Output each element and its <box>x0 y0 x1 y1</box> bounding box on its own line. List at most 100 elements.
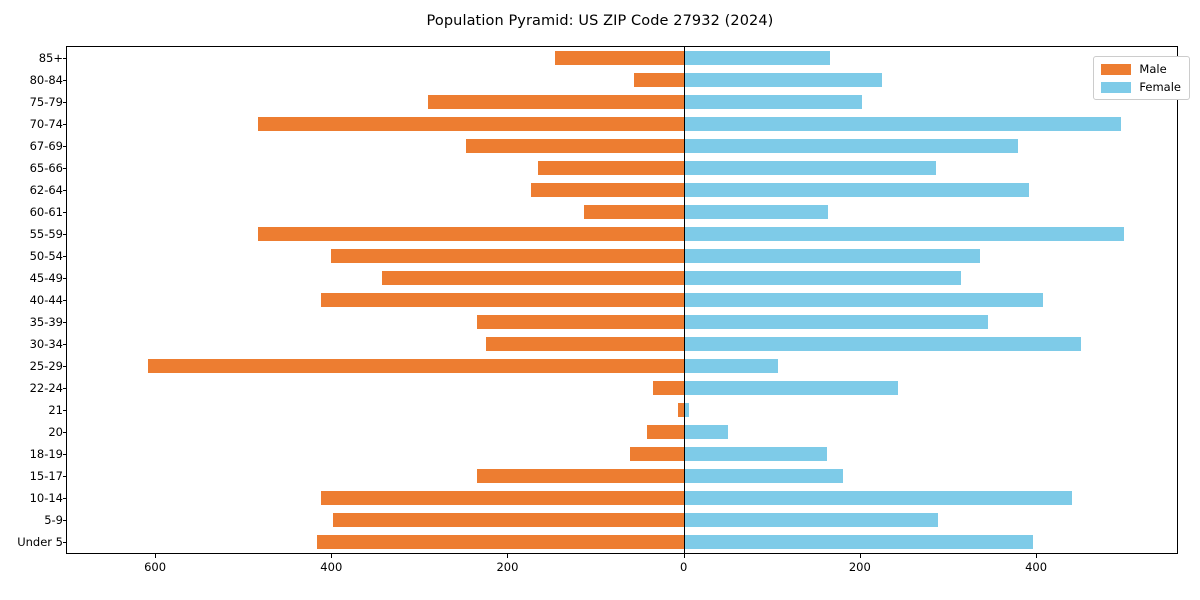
male-bar <box>584 205 684 219</box>
female-bar <box>683 469 844 483</box>
male-bar <box>320 491 684 505</box>
male-bar <box>538 161 684 175</box>
female-bar <box>683 315 989 329</box>
plot-area <box>66 46 1178 554</box>
y-axis-tick-label: 45-49 <box>29 271 63 285</box>
y-axis-tick-label: 67-69 <box>29 139 63 153</box>
legend-swatch-icon <box>1101 81 1132 93</box>
pyramid-row <box>67 245 1177 267</box>
female-bar <box>683 183 1029 197</box>
pyramid-row <box>67 69 1177 91</box>
chart-legend: Male Female <box>1093 56 1190 100</box>
y-axis-tick-mark <box>62 520 66 521</box>
pyramid-row <box>67 157 1177 179</box>
y-axis-tick-label: 85+ <box>38 51 63 65</box>
female-bar <box>683 359 778 373</box>
male-bar <box>148 359 684 373</box>
legend-item[interactable]: Male <box>1101 62 1181 76</box>
male-bar <box>531 183 684 197</box>
male-bar <box>428 95 684 109</box>
y-axis-tick-label: 30-34 <box>29 337 63 351</box>
y-axis-tick-mark <box>62 322 66 323</box>
y-axis-tick-mark <box>62 190 66 191</box>
pyramid-row <box>67 487 1177 509</box>
female-bar <box>683 403 689 417</box>
pyramid-row <box>67 465 1177 487</box>
y-axis-tick-label: 50-54 <box>29 249 63 263</box>
pyramid-row <box>67 333 1177 355</box>
y-axis-tick-label: 18-19 <box>29 447 63 461</box>
x-axis-tick-label: 0 <box>679 560 688 574</box>
y-axis-tick-mark <box>62 124 66 125</box>
legend-label: Female <box>1139 80 1181 94</box>
y-axis-tick-mark <box>62 388 66 389</box>
y-axis-tick-label: 80-84 <box>29 73 63 87</box>
male-bar <box>634 73 684 87</box>
y-axis-tick-mark <box>62 102 66 103</box>
male-bar <box>646 425 684 439</box>
y-axis-tick-label: 35-39 <box>29 315 63 329</box>
male-bar <box>555 51 684 65</box>
male-bar <box>320 293 684 307</box>
x-axis-tick-label: 400 <box>320 560 343 574</box>
female-bar <box>683 205 829 219</box>
female-bar <box>683 95 862 109</box>
x-axis-tick-label: 600 <box>144 560 167 574</box>
male-bar <box>331 249 684 263</box>
y-axis-tick-label: 15-17 <box>29 469 63 483</box>
female-bar <box>683 447 828 461</box>
x-axis-tick-label: 400 <box>1025 560 1048 574</box>
female-bar <box>683 73 882 87</box>
y-axis-tick-mark <box>62 542 66 543</box>
pyramid-row <box>67 421 1177 443</box>
y-axis-tick-mark <box>62 168 66 169</box>
y-axis-tick-label: 5-9 <box>44 513 63 527</box>
pyramid-row <box>67 531 1177 553</box>
x-axis-tick-label: 200 <box>496 560 519 574</box>
male-bar <box>629 447 684 461</box>
x-axis-tick-mark <box>507 554 509 558</box>
pyramid-row <box>67 91 1177 113</box>
female-bar <box>683 117 1122 131</box>
y-axis-tick-label: 62-64 <box>29 183 63 197</box>
female-bar <box>683 139 1019 153</box>
y-axis-tick-mark <box>62 278 66 279</box>
pyramid-row <box>67 135 1177 157</box>
male-bar <box>486 337 684 351</box>
pyramid-row <box>67 113 1177 135</box>
y-axis-tick-label: 40-44 <box>29 293 63 307</box>
pyramid-row <box>67 443 1177 465</box>
male-bar <box>317 535 684 549</box>
zero-axis-line <box>683 47 685 553</box>
female-bar <box>683 535 1034 549</box>
male-bar <box>258 227 684 241</box>
x-axis-tick-mark <box>1036 554 1038 558</box>
male-bar <box>333 513 684 527</box>
y-axis-tick-mark <box>62 58 66 59</box>
female-bar <box>683 271 962 285</box>
y-axis-tick-label: 70-74 <box>29 117 63 131</box>
female-bar <box>683 337 1081 351</box>
y-axis-tick-mark <box>62 366 66 367</box>
female-bar <box>683 161 936 175</box>
x-axis-tick-mark <box>155 554 157 558</box>
y-axis-tick-mark <box>62 256 66 257</box>
y-axis-tick-label: 22-24 <box>29 381 63 395</box>
female-bar <box>683 51 830 65</box>
y-axis-tick-label: Under 5 <box>17 535 63 549</box>
y-axis-tick-mark <box>62 146 66 147</box>
y-axis-tick-mark <box>62 234 66 235</box>
y-axis-tick-label: 25-29 <box>29 359 63 373</box>
y-axis-tick-mark <box>62 300 66 301</box>
legend-item[interactable]: Female <box>1101 80 1181 94</box>
x-axis-tick-mark <box>859 554 861 558</box>
x-axis-tick-label: 200 <box>848 560 871 574</box>
female-bar <box>683 293 1044 307</box>
female-bar <box>683 249 980 263</box>
y-axis-tick-mark <box>62 432 66 433</box>
male-bar <box>476 469 684 483</box>
female-bar <box>683 513 939 527</box>
pyramid-row <box>67 201 1177 223</box>
male-bar <box>652 381 684 395</box>
